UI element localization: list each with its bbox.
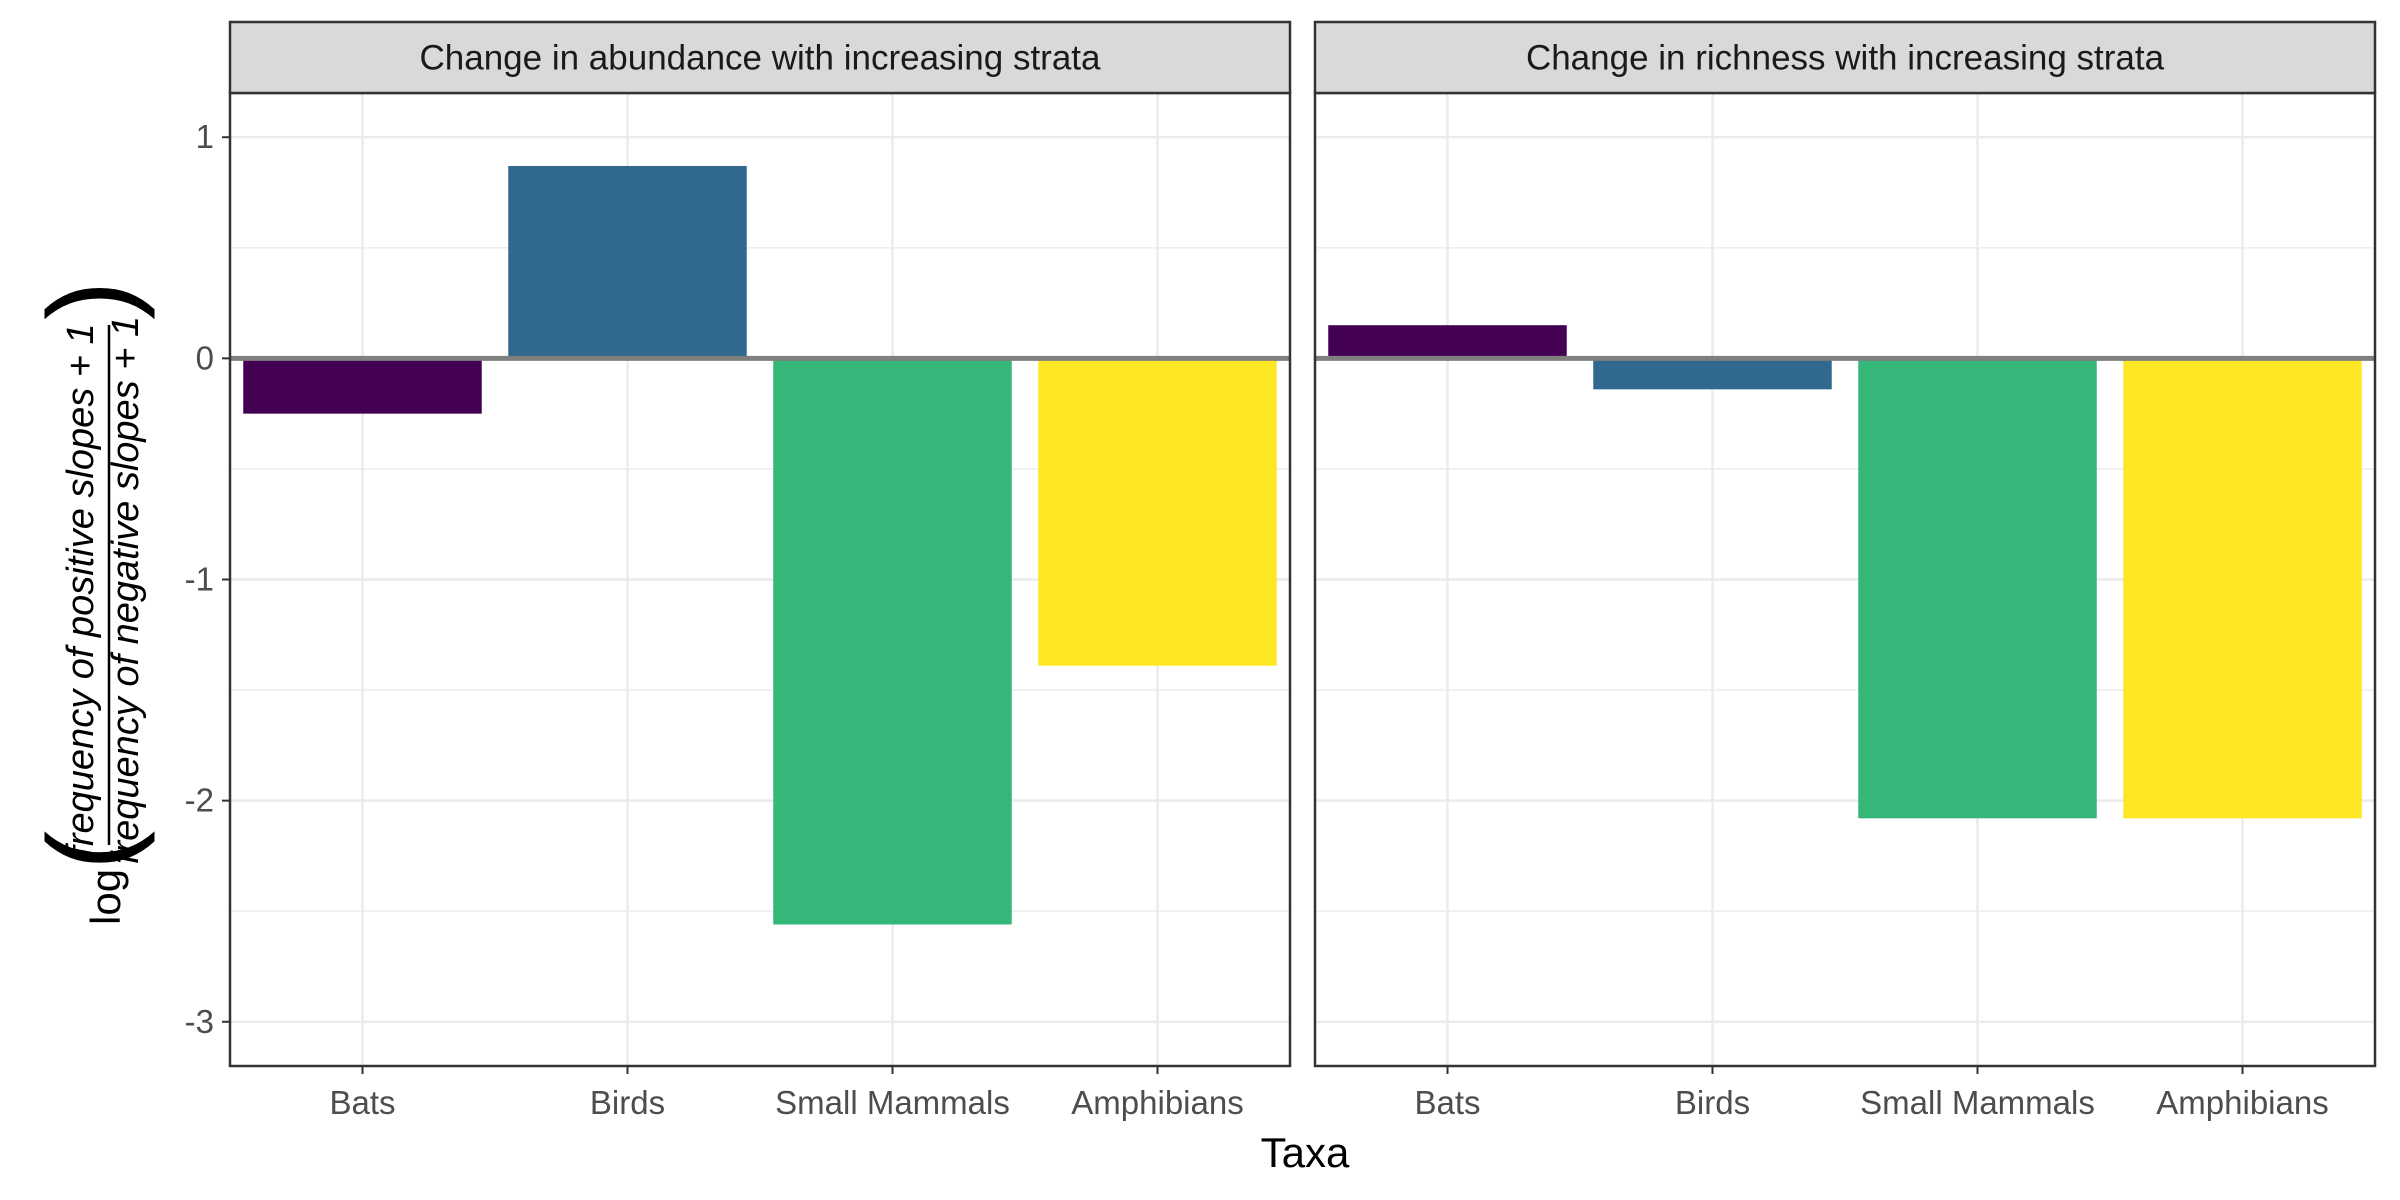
panel-richness-bars (1328, 325, 2362, 819)
bar-small-mammals (1858, 358, 2097, 819)
panel-abundance-strip (228, 20, 1292, 95)
x-tick-label: Bats (329, 1084, 395, 1121)
bar-birds (1593, 358, 1832, 390)
y-tick-labels: 1 0 -1 -2 -3 (185, 118, 230, 1040)
bar-amphibians (2123, 358, 2362, 819)
panel-abundance-bars (243, 165, 1277, 925)
y-axis-title-denominator: frequency of negative slopes + 1 (105, 316, 147, 864)
bar-small-mammals (773, 358, 1012, 925)
y-tick-label: 0 (196, 339, 214, 376)
panel-richness-strip (1313, 20, 2377, 95)
x-axis-title: Taxa (1261, 1129, 1350, 1176)
x-tick-label: Small Mammals (1860, 1084, 2095, 1121)
y-tick-label: -2 (185, 782, 214, 819)
panel-richness-title: Change in richness with increasing strat… (1526, 39, 2165, 78)
y-tick-label: -3 (185, 1003, 214, 1040)
panel-abundance-x-tick-labels: Bats Birds Small Mammals Amphibians (329, 1066, 1244, 1121)
y-axis-title-close-paren: ) (24, 281, 156, 320)
x-tick-label: Bats (1414, 1084, 1480, 1121)
bar-birds (508, 165, 747, 359)
panel-richness-x-tick-labels: Bats Birds Small Mammals Amphibians (1414, 1066, 2329, 1121)
y-axis-title-open-paren: ( (24, 831, 156, 870)
bar-bats (1328, 325, 1567, 359)
x-tick-label: Amphibians (1071, 1084, 1243, 1121)
y-axis-title: log ( frequency of positive slopes + 1 f… (24, 281, 156, 925)
panel-richness: Bats Birds Small Mammals Amphibians Change … (1313, 20, 2377, 1121)
y-tick-label: 1 (196, 118, 214, 155)
bar-bats (243, 358, 482, 414)
x-tick-label: Small Mammals (775, 1084, 1010, 1121)
panel-abundance: Bats Birds Small Mammals Amphibians Change … (228, 20, 1292, 1121)
panel-abundance-title: Change in abundance with increasing stra… (420, 39, 1102, 78)
y-axis-title-numerator: frequency of positive slopes + 1 (60, 323, 102, 856)
bar-amphibians (1038, 358, 1277, 666)
x-tick-label: Birds (590, 1084, 665, 1121)
x-tick-label: Birds (1675, 1084, 1750, 1121)
y-axis-title-log: log (82, 869, 129, 925)
x-tick-label: Amphibians (2156, 1084, 2328, 1121)
y-tick-label: -1 (185, 561, 214, 598)
